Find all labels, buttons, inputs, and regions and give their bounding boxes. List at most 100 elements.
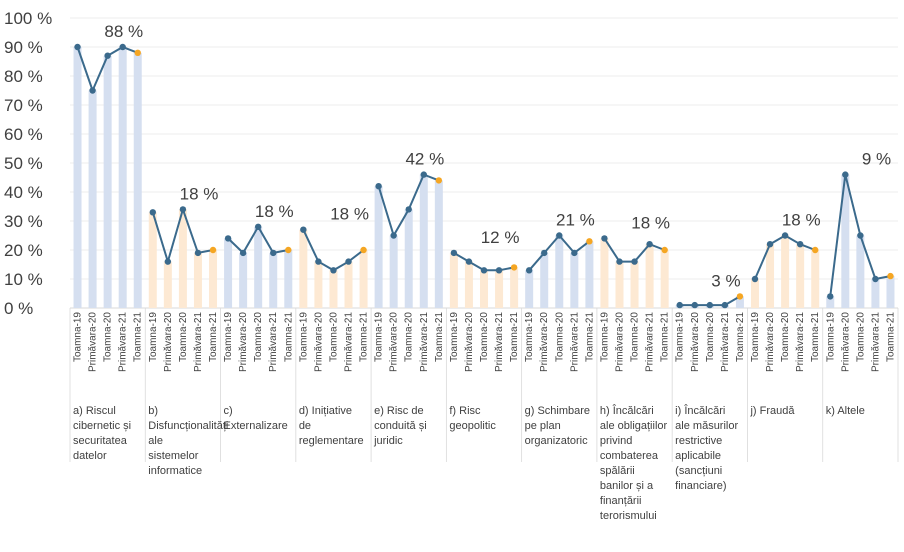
data-label: 9 % [862, 150, 891, 169]
bar [480, 270, 488, 308]
data-label: 18 % [180, 184, 219, 203]
x-tick-label: Toamna-20 [253, 312, 264, 362]
last-point-marker [661, 246, 668, 254]
bar [841, 174, 850, 308]
point-marker [541, 249, 548, 257]
point-marker [465, 258, 473, 265]
x-tick-label: Toamna-21 [509, 312, 520, 362]
point-marker [646, 241, 653, 248]
point-marker [616, 258, 623, 265]
last-point-marker [510, 264, 518, 271]
bar [615, 261, 624, 308]
data-label: 42 % [405, 150, 444, 169]
last-point-marker [586, 238, 593, 245]
y-tick-label: 100 % [4, 9, 52, 28]
bar [449, 252, 458, 308]
x-tick-label: Toamna-20 [103, 312, 114, 362]
point-marker [676, 301, 683, 309]
point-marker [300, 226, 307, 233]
bar [329, 270, 338, 308]
data-label: 18 % [255, 202, 294, 221]
x-tick-label: Primăvara-21 [645, 312, 656, 372]
last-point-marker [285, 246, 292, 254]
last-point-marker [209, 246, 217, 254]
x-tick-label: Toamna-20 [780, 312, 791, 362]
x-tick-label: Primăvara-20 [539, 312, 550, 372]
x-tick-label: Toamna-19 [825, 312, 836, 362]
x-tick-label: Toamna-19 [148, 312, 159, 362]
bar [73, 47, 82, 308]
point-marker [751, 275, 759, 283]
x-tick-label: Toamna-21 [283, 312, 294, 362]
category-label: j) Fraudă [750, 405, 795, 417]
bar [163, 261, 172, 308]
x-tick-label: Primăvara-21 [193, 312, 204, 372]
bar [811, 250, 820, 308]
x-tick-label: Primăvara-20 [389, 312, 400, 372]
point-marker [706, 301, 714, 309]
bar [555, 235, 564, 308]
x-axis-tick-labels: Toamna-19 Primăvara-20 Toamna-20 Primăvara-… [73, 312, 897, 372]
y-tick-label: 40 % [4, 183, 43, 202]
bar [826, 296, 835, 308]
point-marker [104, 52, 111, 59]
point-marker [179, 206, 187, 213]
bar [133, 52, 142, 308]
x-tick-label: Toamna-21 [584, 312, 595, 362]
bar [269, 252, 278, 308]
y-tick-label: 90 % [4, 38, 43, 57]
data-label: 88 % [104, 22, 143, 41]
bar [630, 261, 639, 308]
y-tick-label: 30 % [4, 212, 43, 231]
point-marker [330, 267, 337, 274]
point-marker [556, 232, 563, 239]
bar [419, 174, 428, 308]
x-tick-label: Toamna-20 [479, 312, 490, 362]
data-label: 21 % [556, 211, 595, 230]
x-tick-label: Primăvara-21 [870, 312, 881, 372]
x-tick-label: Primăvara-20 [464, 312, 475, 372]
category-label: b) Disfuncționalități ale sistemelor inf… [148, 405, 229, 477]
bar [750, 279, 759, 308]
bar [766, 244, 775, 308]
x-tick-label: Toamna-20 [855, 312, 866, 362]
y-tick-label: 80 % [4, 67, 43, 86]
category-label: e) Risc de conduită și juridic [374, 405, 427, 447]
x-tick-label: Toamna-21 [359, 312, 370, 362]
x-tick-label: Toamna-20 [178, 312, 189, 362]
y-tick-label: 0 % [4, 299, 33, 318]
bar [525, 270, 534, 308]
point-marker [405, 206, 412, 213]
x-tick-label: Toamna-21 [660, 312, 671, 362]
data-label: 3 % [711, 271, 740, 290]
point-marker [149, 209, 156, 216]
point-marker [224, 235, 232, 242]
x-tick-label: Primăvara-20 [765, 312, 776, 372]
bar [284, 250, 293, 308]
bar [359, 250, 368, 308]
category-label: c) Externalizare [223, 405, 288, 432]
x-tick-label: Toamna-19 [374, 312, 385, 362]
bar [254, 226, 263, 308]
category-label: g) Schimbare pe plan organizatoric [524, 405, 591, 447]
point-marker [420, 171, 427, 178]
bar [796, 244, 805, 308]
x-tick-label: Toamna-21 [133, 312, 144, 362]
category-label: k) Altele [825, 405, 865, 417]
x-tick-label: Primăvara-20 [840, 312, 851, 372]
y-tick-label: 10 % [4, 270, 43, 289]
data-label: 18 % [631, 213, 670, 232]
category-label: h) Încălcări ale obligațiilor privind co… [599, 405, 668, 522]
bar [239, 252, 248, 308]
x-tick-label: Toamna-20 [554, 312, 565, 362]
y-tick-label: 50 % [4, 154, 43, 173]
x-tick-label: Primăvara-21 [569, 312, 580, 372]
bar [495, 270, 504, 308]
bar [299, 229, 308, 308]
point-marker [375, 183, 382, 190]
x-tick-label: Toamna-20 [404, 312, 415, 362]
point-marker [796, 241, 804, 248]
last-point-marker [812, 246, 819, 254]
x-tick-label: Primăvara-21 [344, 312, 355, 372]
